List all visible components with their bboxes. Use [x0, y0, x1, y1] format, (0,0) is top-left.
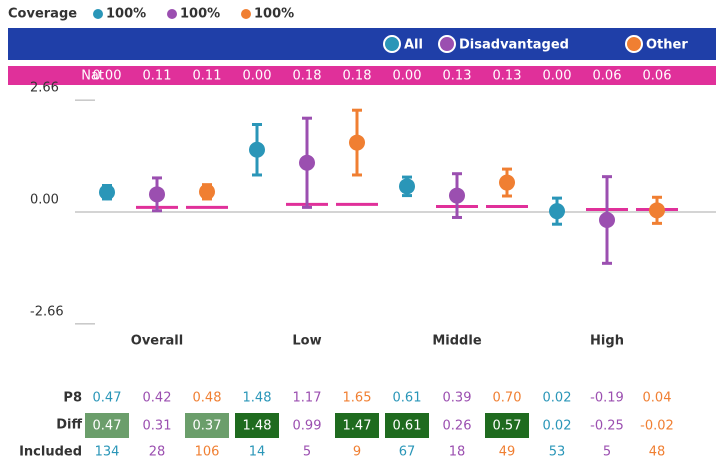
coverage-value: 100% — [106, 7, 146, 22]
p8-value: 0.70 — [493, 391, 522, 406]
diff-highlight — [235, 413, 279, 438]
diff-value: 0.57 — [493, 419, 522, 434]
point — [349, 134, 365, 151]
included-value: 14 — [249, 445, 266, 460]
nat-value: 0.00 — [93, 69, 122, 84]
diff-value: 0.02 — [543, 419, 572, 434]
diff-highlight — [85, 413, 129, 438]
legend-marker — [438, 35, 456, 53]
nat-value: 0.00 — [543, 69, 572, 84]
p8-value: 0.61 — [393, 391, 422, 406]
diff-value: 1.48 — [243, 419, 272, 434]
p8-value: 0.42 — [143, 391, 172, 406]
nat-value: 0.00 — [393, 69, 422, 84]
p8-value: 1.17 — [293, 391, 322, 406]
diff-value: 0.47 — [93, 419, 122, 434]
diff-value: -0.25 — [590, 419, 624, 434]
diff-highlight — [185, 413, 229, 438]
diff-highlight — [335, 413, 379, 438]
included-value: 106 — [195, 445, 220, 460]
included-value: 48 — [649, 445, 666, 460]
diff-value: 0.61 — [393, 419, 422, 434]
nat-value: 0.06 — [593, 69, 622, 84]
point — [199, 183, 215, 200]
nat-value: 0.06 — [643, 69, 672, 84]
included-value: 53 — [549, 445, 566, 460]
nat-value: 0.11 — [193, 69, 222, 84]
legend-label: Disadvantaged — [459, 38, 569, 53]
p8-value: 1.48 — [243, 391, 272, 406]
legend-marker — [625, 35, 643, 53]
group-label: Overall — [131, 334, 183, 349]
y-tick-label: -2.66 — [30, 304, 64, 319]
included-value: 67 — [399, 445, 416, 460]
included-value: 18 — [449, 445, 466, 460]
point — [399, 178, 415, 195]
diff-value: 0.26 — [443, 419, 472, 434]
point — [449, 187, 465, 204]
point — [599, 211, 615, 228]
p8-label: P8 — [63, 391, 82, 406]
group-label: Middle — [432, 334, 481, 349]
legend-marker — [383, 35, 401, 53]
nat-value: 0.13 — [493, 69, 522, 84]
included-value: 134 — [95, 445, 120, 460]
nat-value: 0.13 — [443, 69, 472, 84]
included-value: 5 — [603, 445, 611, 460]
diff-highlight — [385, 413, 429, 438]
legend-banner — [8, 28, 716, 60]
diff-value: 0.99 — [293, 419, 322, 434]
point — [499, 174, 515, 191]
diff-value: 0.37 — [193, 419, 222, 434]
point — [249, 141, 265, 158]
p8-value: 0.47 — [93, 391, 122, 406]
nat-value: 0.18 — [343, 69, 372, 84]
coverage-value: 100% — [254, 7, 294, 22]
diff-label: Diff — [56, 418, 82, 433]
point — [99, 184, 115, 201]
diff-value: -0.02 — [640, 419, 674, 434]
coverage-dot — [241, 9, 251, 19]
legend-label: All — [404, 38, 423, 53]
p8-value: 1.65 — [343, 391, 372, 406]
legend-label: Other — [646, 38, 688, 53]
nat-value: 0.11 — [143, 69, 172, 84]
point — [549, 203, 565, 220]
coverage-dot — [167, 9, 177, 19]
diff-value: 0.31 — [143, 419, 172, 434]
coverage-label: Coverage — [8, 7, 77, 22]
nat-value: 0.18 — [293, 69, 322, 84]
included-value: 49 — [499, 445, 516, 460]
diff-highlight — [485, 413, 529, 438]
nat-band — [8, 66, 716, 85]
y-tick-label: 2.66 — [30, 81, 59, 96]
included-value: 28 — [149, 445, 166, 460]
group-label: Low — [292, 334, 321, 349]
coverage-dot — [93, 9, 103, 19]
group-label: High — [590, 334, 624, 349]
included-label: Included — [19, 445, 82, 460]
included-value: 5 — [303, 445, 311, 460]
p8-value: 0.02 — [543, 391, 572, 406]
p8-value: 0.04 — [643, 391, 672, 406]
p8-value: 0.39 — [443, 391, 472, 406]
p8-value: 0.48 — [193, 391, 222, 406]
coverage-value: 100% — [180, 7, 220, 22]
included-value: 9 — [353, 445, 361, 460]
point — [649, 202, 665, 219]
y-tick-label: 0.00 — [30, 193, 59, 208]
diff-value: 1.47 — [343, 419, 372, 434]
nat-label: Nat — [81, 69, 104, 84]
point — [299, 154, 315, 171]
point — [149, 186, 165, 203]
nat-value: 0.00 — [243, 69, 272, 84]
p8-value: -0.19 — [590, 391, 624, 406]
